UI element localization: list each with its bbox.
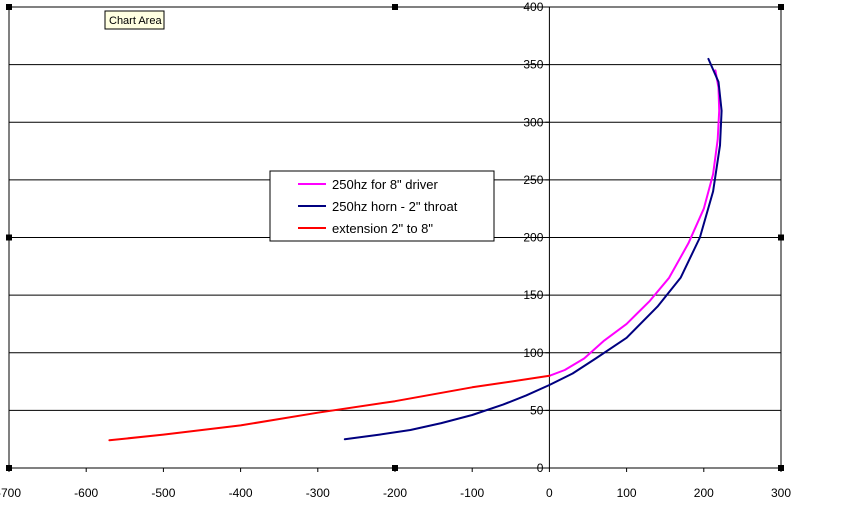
x-tick-label: -200 <box>383 486 407 500</box>
x-tick-label: -700 <box>0 486 21 500</box>
x-tick-label: 300 <box>771 486 791 500</box>
legend-entry[interactable]: 250hz horn - 2" throat <box>332 199 458 214</box>
x-tick-label: -300 <box>306 486 330 500</box>
y-tick-label: 300 <box>523 115 543 129</box>
y-tick-label: 400 <box>523 0 543 14</box>
tooltip-box <box>104 10 165 30</box>
y-tick-label: 250 <box>523 173 543 187</box>
y-tick-label: 50 <box>530 403 544 417</box>
tick-labels: 0 50 100 150 200 250 300 350 400 -700 -600 -500 -400… <box>0 0 791 500</box>
x-tick-label: -100 <box>460 486 484 500</box>
x-tick-label: 0 <box>546 486 553 500</box>
series-line-2[interactable] <box>343 57 723 441</box>
selection-handle[interactable] <box>6 465 12 471</box>
series-line-3[interactable] <box>108 374 551 442</box>
series-line-1[interactable] <box>548 69 721 377</box>
selection-handle[interactable] <box>778 465 784 471</box>
selection-handle[interactable] <box>392 465 398 471</box>
x-tick-label: -600 <box>74 486 98 500</box>
legend-entry[interactable]: extension 2" to 8" <box>332 221 433 236</box>
x-tick-label: 100 <box>617 486 637 500</box>
selection-handle[interactable] <box>778 234 784 241</box>
x-tick-label: -400 <box>229 486 253 500</box>
selection-handles[interactable] <box>6 4 784 471</box>
selection-handle[interactable] <box>6 234 12 241</box>
y-tick-label: 200 <box>523 231 543 245</box>
legend-entry[interactable]: 250hz for 8" driver <box>332 177 438 192</box>
y-tick-label: 150 <box>523 288 543 302</box>
series-group <box>108 57 723 442</box>
y-tick-label: 0 <box>537 461 544 475</box>
selection-handle[interactable] <box>392 4 398 10</box>
selection-handle[interactable] <box>778 4 784 10</box>
chart-area-tooltip: Chart Area <box>104 10 165 30</box>
legend[interactable]: 250hz for 8" driver 250hz horn - 2" throa… <box>269 170 495 242</box>
selection-handle[interactable] <box>6 4 12 10</box>
x-tick-label: 200 <box>694 486 714 500</box>
y-tick-label: 350 <box>523 58 543 72</box>
y-tick-label: 100 <box>523 346 543 360</box>
x-tick-label: -500 <box>151 486 175 500</box>
tooltip-text: Chart Area <box>109 15 162 27</box>
